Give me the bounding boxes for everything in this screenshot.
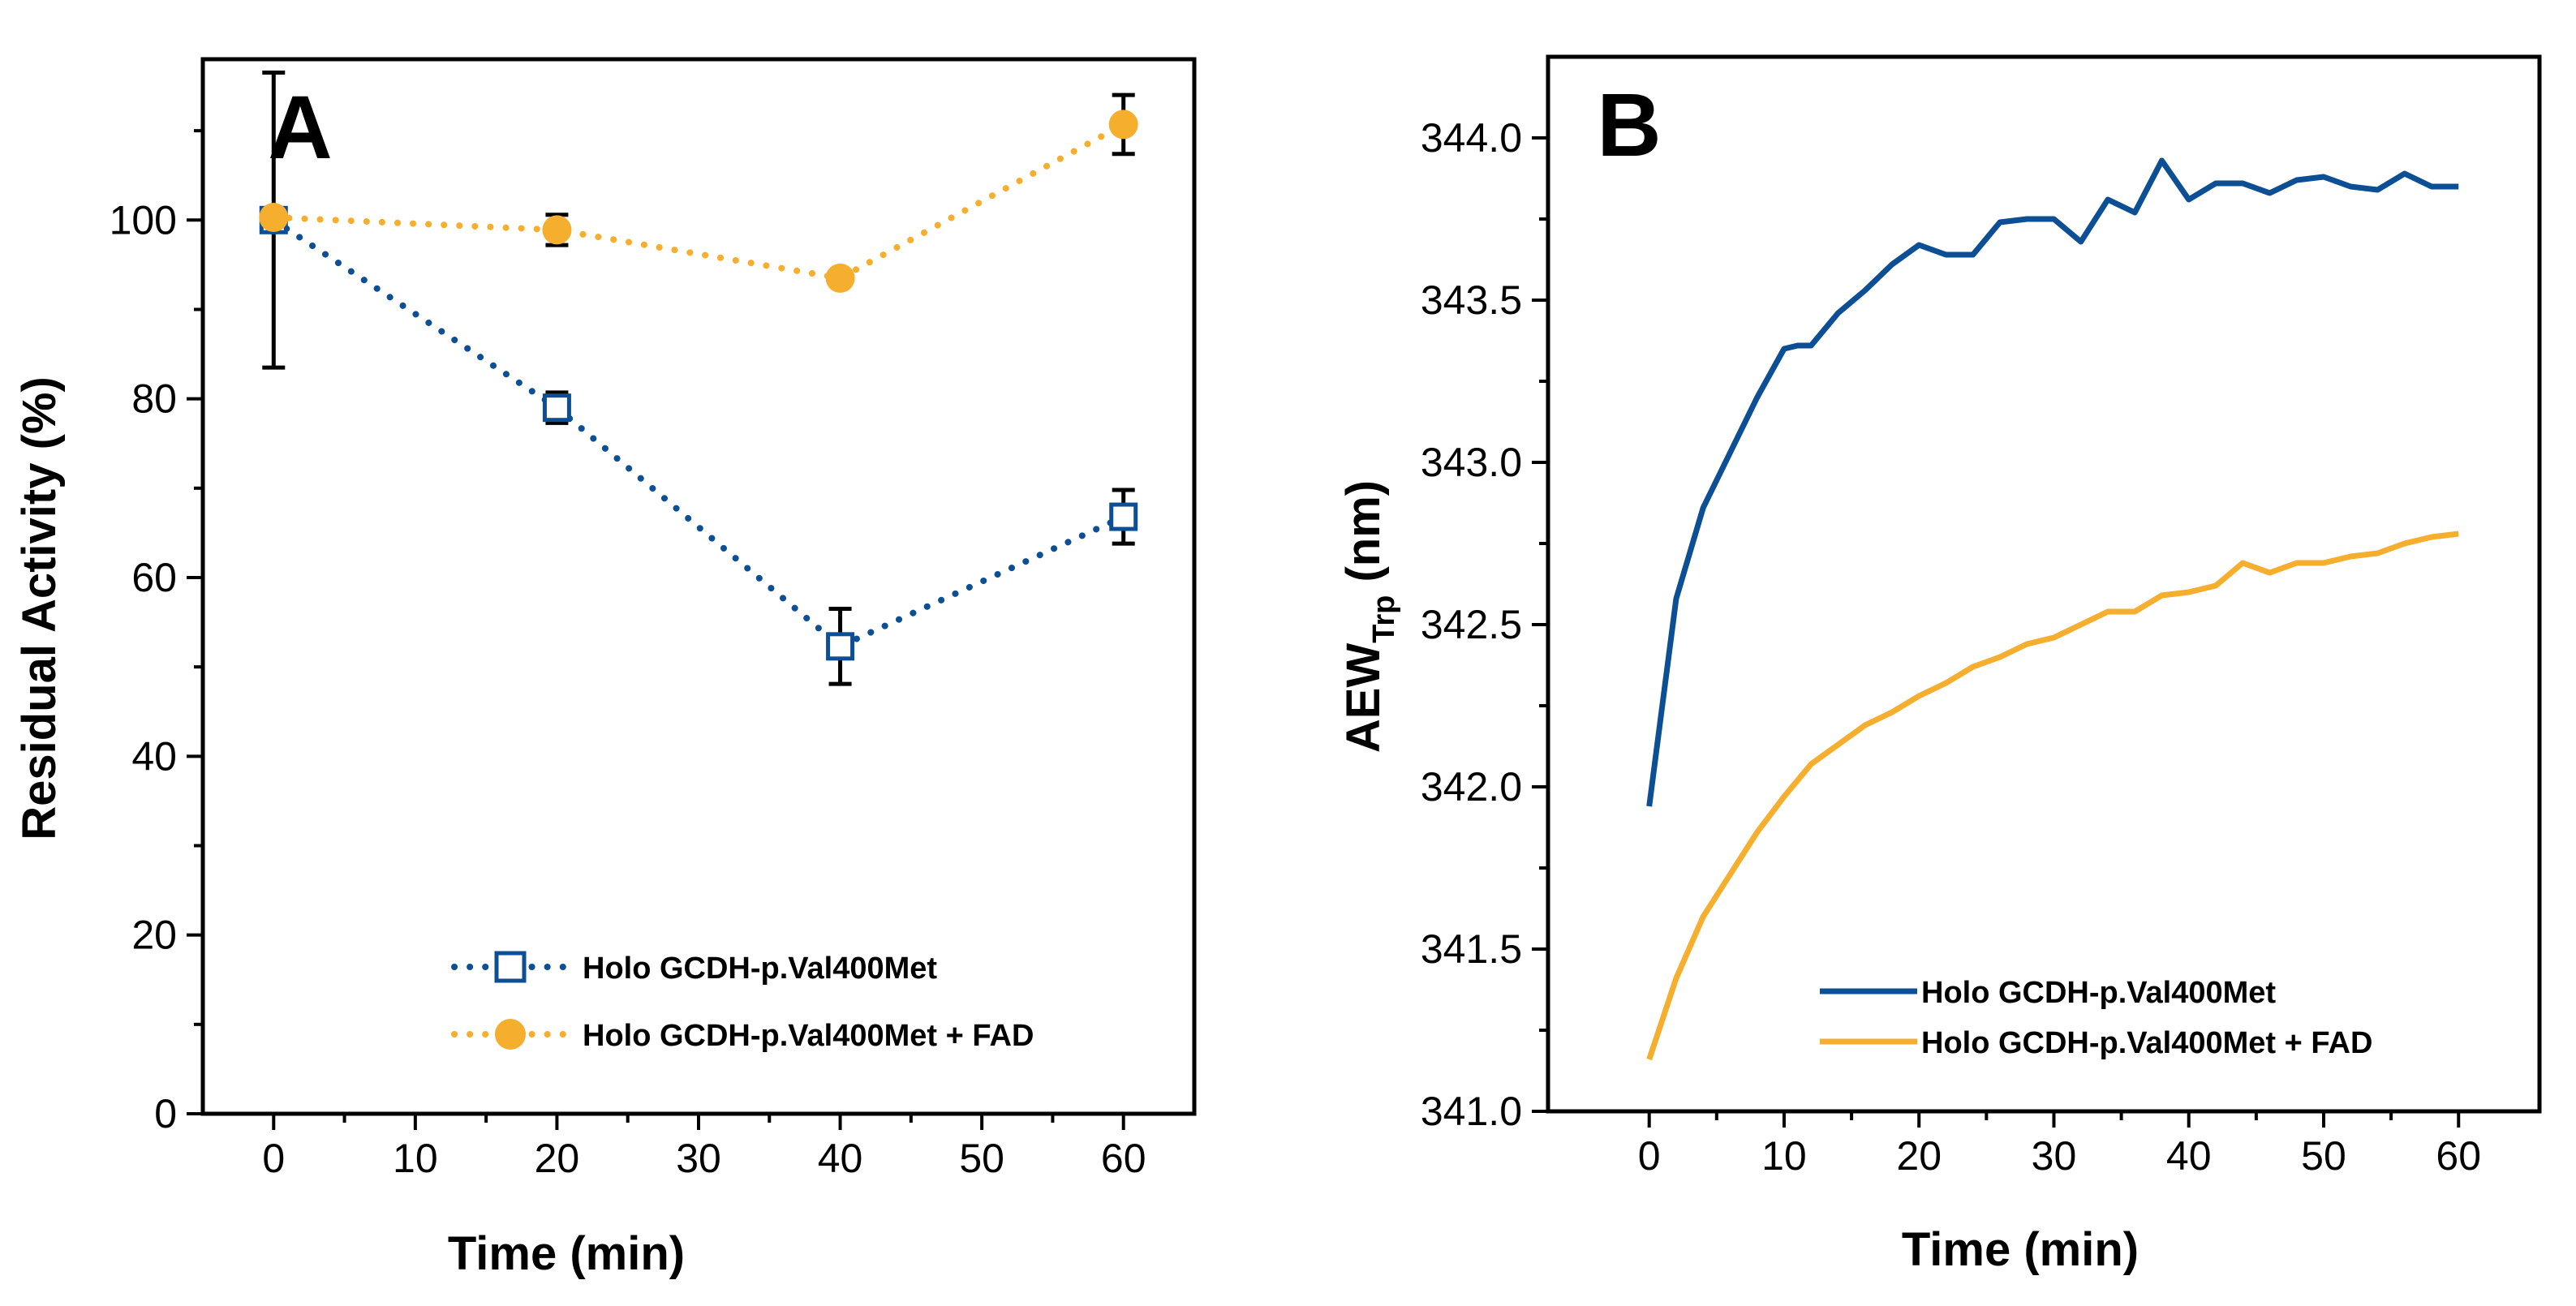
panel-a-ticks [187,129,1125,1130]
b-x-tick-label: 40 [2166,1133,2212,1179]
a-x-tick-label: 30 [676,1136,721,1181]
series-a-2-point [1108,110,1138,140]
panel-a-y-axis-title: Residual Activity (%) [13,376,66,840]
series-a-2-point [259,203,289,232]
a-x-tick-label: 20 [535,1136,580,1181]
a-x-tick-label: 10 [393,1136,438,1181]
b-y-tick-label: 342.5 [1421,602,1522,647]
b-x-tick-label: 0 [1638,1133,1661,1179]
panel-a-legend-item-2: Holo GCDH-p.Val400Met + FAD [451,1019,1034,1053]
panel-a-series-lines [270,121,1127,651]
series-a-2-point [825,263,855,293]
a-x-tick-label: 50 [959,1136,1004,1181]
panel-b-legend: Holo GCDH-p.Val400Met Holo GCDH-p.Val400… [1820,976,2372,1060]
b-x-tick-label: 20 [1896,1133,1942,1179]
panel-a-error-bars [262,71,1135,686]
panel-b-legend-item-2: Holo GCDH-p.Val400Met + FAD [1820,1026,2372,1060]
legend-a-label-2: Holo GCDH-p.Val400Met + FAD [583,1019,1034,1053]
panel-b: B 0 10 20 30 40 50 60 341.0 341.5 342.0 342.5 343.0… [1337,54,2542,1276]
panel-b-series-lines [1646,157,2459,1061]
panel-a-tick-labels: 0 10 20 30 40 50 60 0 20 40 60 80 100 [110,197,1146,1181]
panel-a-legend: Holo GCDH-p.Val400Met Holo GCDH-p.Val400… [451,951,1034,1053]
panel-a: A 0 10 20 30 40 50 60 0 20 40 60 80 100 Time (min) R… [13,57,1197,1280]
b-y-tick-label: 342.0 [1421,764,1522,810]
b-y-tick-label: 343.0 [1421,440,1522,485]
legend-a-marker-2 [495,1019,526,1050]
panel-b-letter: B [1597,75,1661,175]
b-y-tick-label: 341.5 [1421,926,1522,972]
a-y-tick-label: 80 [131,376,177,422]
series-a-2-point [542,215,572,245]
legend-b-label-2: Holo GCDH-p.Val400Met + FAD [1921,1026,2372,1060]
b-y-tick-label: 341.0 [1421,1089,1522,1134]
panel-b-plot-frame [1546,54,2542,1114]
a-x-tick-label: 0 [262,1136,285,1181]
a-y-tick-label: 100 [110,197,177,243]
legend-b-label-1: Holo GCDH-p.Val400Met [1921,976,2276,1010]
series-b-1-line [1646,157,2459,807]
b-x-tick-label: 30 [2032,1133,2077,1179]
b-x-tick-label: 50 [2301,1133,2346,1179]
b-x-tick-label: 60 [2436,1133,2481,1179]
series-b-2-line [1646,531,2459,1061]
series-a-1-point [826,632,855,661]
panel-a-markers [259,110,1138,661]
legend-a-label-1: Holo GCDH-p.Val400Met [583,952,937,986]
series-a-1-point [1109,502,1138,531]
panel-b-y-axis-title: AEWTrp (nm) [1337,480,1401,753]
a-y-tick-label: 0 [154,1091,177,1136]
panel-a-x-axis-title: Time (min) [448,1227,685,1280]
a-x-tick-label: 40 [818,1136,863,1181]
series-a-2-line [270,121,1127,282]
b-y-tick-label: 343.5 [1421,277,1522,323]
panel-b-x-axis-title: Time (min) [1902,1223,2139,1276]
series-a-1-point [542,393,571,423]
panel-b-ticks [1532,136,2461,1128]
legend-a-marker-1 [494,951,527,983]
panel-b-legend-item-1: Holo GCDH-p.Val400Met [1820,976,2276,1010]
panel-a-letter: A [268,78,332,178]
panel-a-legend-item-1: Holo GCDH-p.Val400Met [451,951,937,986]
series-a-1-line [270,217,1127,651]
a-y-tick-label: 20 [131,913,177,958]
b-y-tick-label: 344.0 [1421,115,1522,161]
b-x-tick-label: 10 [1761,1133,1807,1179]
a-x-tick-label: 60 [1101,1136,1146,1181]
a-y-tick-label: 60 [131,555,177,600]
a-y-tick-label: 40 [131,733,177,779]
panel-b-tick-labels: 0 10 20 30 40 50 60 341.0 341.5 342.0 342.5 343.0 34… [1421,115,2481,1179]
